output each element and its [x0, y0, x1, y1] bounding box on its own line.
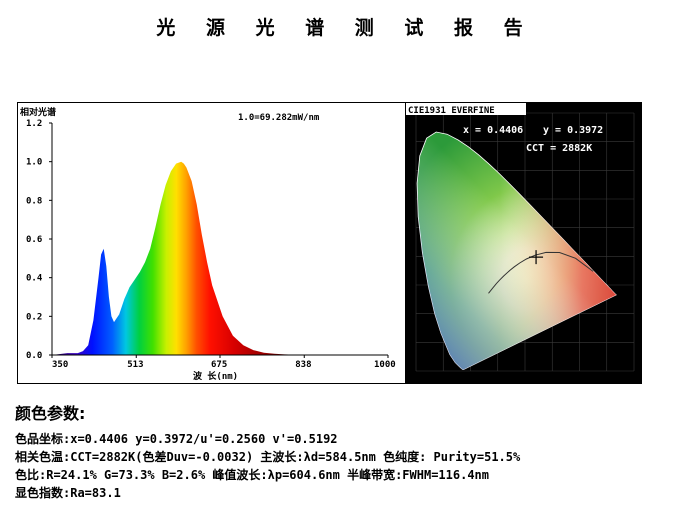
cie-x-value: x = 0.4406 [463, 125, 523, 136]
x-axis-ticks: 350 513 675 838 1000 [51, 355, 396, 370]
planckian-locus [488, 251, 594, 294]
x-tick-label: 1000 [374, 360, 396, 370]
cie-title-bg [406, 103, 526, 115]
report-title: 光 源 光 谱 测 试 报 告 [156, 17, 535, 39]
x-tick-label: 350 [52, 360, 68, 370]
cri-line: 显色指数:Ra=83.1 [15, 486, 121, 500]
x-tick-label: 513 [127, 360, 143, 370]
chromaticity-point-marker [529, 250, 544, 265]
spectrum-chart: 相对光谱 1.0=69.282mW/nm 0.0 0.2 0.4 0.6 0.8 1.0 1… [20, 106, 396, 382]
chromaticity-line: 色品坐标:x=0.4406 y=0.3972/u'=0.2560 v'=0.51… [15, 432, 338, 446]
cie-diagram-panel: CIE1931 EVERFINE x = 0.4406 y = 0.3972 C… [405, 102, 642, 384]
y-axis-ticks: 0.0 0.2 0.4 0.6 0.8 1.0 1.2 [26, 119, 52, 361]
spectrum-annotation: 1.0=69.282mW/nm [238, 113, 320, 123]
cie-color-overlays [417, 132, 617, 370]
y-tick-label: 0.0 [26, 351, 42, 361]
y-tick-label: 1.0 [26, 158, 42, 168]
cie-diagram: CIE1931 EVERFINE x = 0.4406 y = 0.3972 C… [406, 103, 635, 372]
y-tick-label: 0.2 [26, 312, 42, 322]
spectrum-chart-panel: 相对光谱 1.0=69.282mW/nm 0.0 0.2 0.4 0.6 0.8 1.0 1… [17, 102, 407, 384]
cie-cct-value: CCT = 2882K [526, 143, 592, 154]
cie-title: CIE1931 EVERFINE [408, 106, 495, 116]
y-tick-label: 0.8 [26, 196, 42, 206]
cct-line: 相关色温:CCT=2882K(色差Duv=-0.0032) 主波长:λd=584… [15, 450, 521, 464]
x-axis-label: 波 长(nm) [193, 370, 238, 382]
color-parameters-heading: 颜色参数: [15, 404, 86, 423]
cie-y-value: y = 0.3972 [543, 125, 603, 136]
y-tick-label: 0.4 [26, 274, 43, 284]
y-tick-label: 1.2 [26, 119, 42, 129]
x-tick-label: 838 [295, 360, 311, 370]
y-tick-label: 0.6 [26, 235, 42, 245]
color-parameters: 颜色参数: 色品坐标:x=0.4406 y=0.3972/u'=0.2560 v… [15, 400, 691, 502]
color-ratio-line: 色比:R=24.1% G=73.3% B=2.6% 峰值波长:λp=604.6n… [15, 468, 490, 482]
spectrum-title: 相对光谱 [20, 106, 56, 118]
x-tick-label: 675 [211, 360, 227, 370]
spectrum-area [52, 161, 388, 355]
